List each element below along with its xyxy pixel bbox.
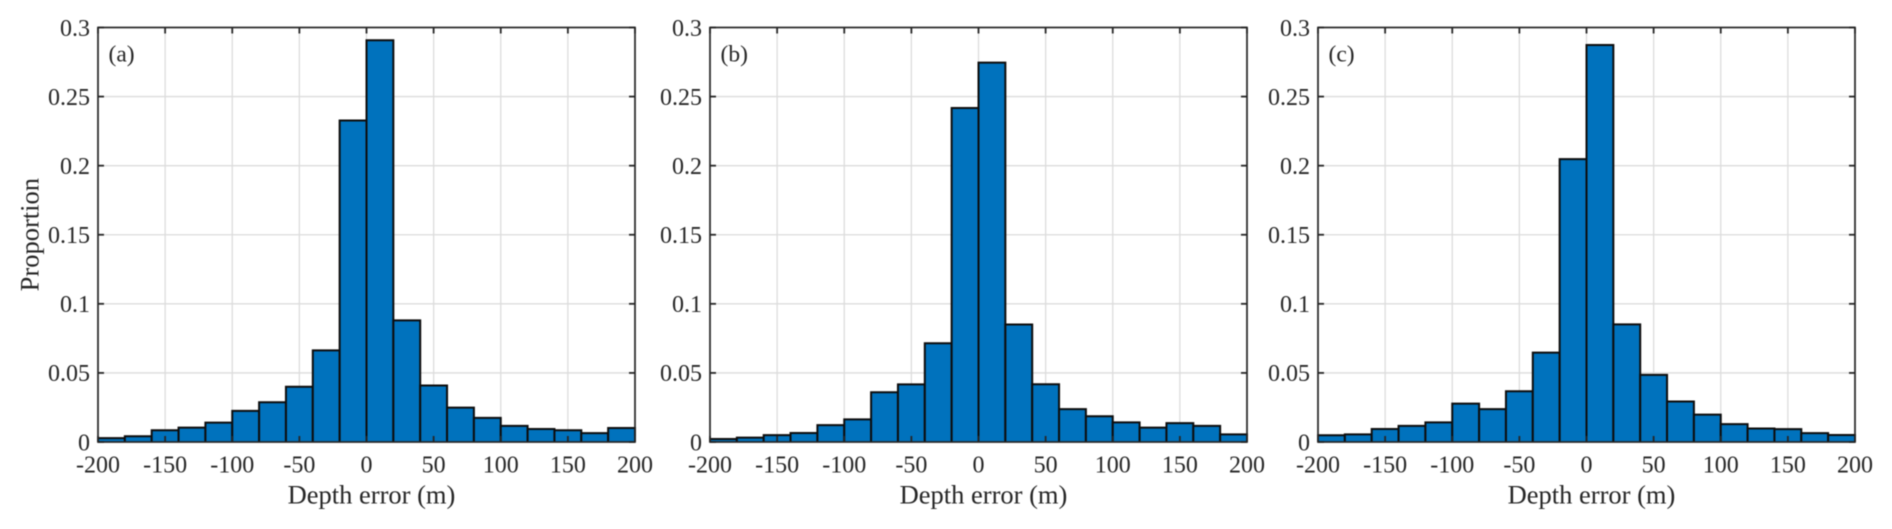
svg-text:0.2: 0.2	[1280, 154, 1310, 180]
svg-text:0.25: 0.25	[1268, 85, 1310, 111]
svg-text:-200: -200	[688, 453, 732, 479]
svg-text:200: 200	[1837, 453, 1873, 479]
svg-text:200: 200	[617, 453, 653, 479]
svg-text:150: 150	[550, 453, 586, 479]
svg-text:0: 0	[1581, 453, 1593, 479]
svg-text:-50: -50	[283, 453, 315, 479]
svg-text:100: 100	[1703, 453, 1739, 479]
svg-text:-200: -200	[76, 453, 120, 479]
svg-text:0.25: 0.25	[48, 85, 90, 111]
svg-text:0.15: 0.15	[48, 223, 90, 249]
svg-text:0: 0	[78, 430, 90, 456]
svg-text:0: 0	[1298, 430, 1310, 456]
svg-text:-100: -100	[1430, 453, 1474, 479]
svg-text:0.05: 0.05	[48, 361, 90, 387]
svg-text:0.2: 0.2	[672, 154, 702, 180]
svg-text:50: 50	[422, 453, 446, 479]
svg-text:0.1: 0.1	[672, 292, 702, 318]
svg-text:Depth error (m): Depth error (m)	[1508, 480, 1676, 510]
svg-text:200: 200	[1229, 453, 1265, 479]
svg-text:-100: -100	[210, 453, 254, 479]
svg-text:0.1: 0.1	[60, 292, 90, 318]
svg-text:0.2: 0.2	[60, 154, 90, 180]
svg-text:0.15: 0.15	[1268, 223, 1310, 249]
svg-text:0: 0	[973, 453, 985, 479]
svg-text:0: 0	[361, 453, 373, 479]
svg-text:-50: -50	[1503, 453, 1535, 479]
svg-text:0.05: 0.05	[1268, 361, 1310, 387]
svg-text:-200: -200	[1296, 453, 1340, 479]
svg-text:-150: -150	[143, 453, 187, 479]
svg-text:0.3: 0.3	[672, 16, 702, 42]
svg-text:150: 150	[1770, 453, 1806, 479]
svg-text:0.3: 0.3	[1280, 16, 1310, 42]
svg-text:(c): (c)	[1329, 42, 1355, 68]
svg-text:0.15: 0.15	[660, 223, 702, 249]
svg-text:-150: -150	[755, 453, 799, 479]
svg-text:100: 100	[483, 453, 519, 479]
svg-text:-50: -50	[895, 453, 927, 479]
svg-text:100: 100	[1095, 453, 1131, 479]
svg-text:(a): (a)	[109, 42, 135, 68]
svg-text:Proportion: Proportion	[14, 178, 44, 291]
svg-text:50: 50	[1642, 453, 1666, 479]
svg-text:0.3: 0.3	[60, 16, 90, 42]
svg-text:0.05: 0.05	[660, 361, 702, 387]
svg-text:0.25: 0.25	[660, 85, 702, 111]
svg-text:50: 50	[1034, 453, 1058, 479]
svg-text:-150: -150	[1363, 453, 1407, 479]
svg-text:0.1: 0.1	[1280, 292, 1310, 318]
svg-text:0: 0	[690, 430, 702, 456]
svg-text:(b): (b)	[721, 42, 748, 68]
svg-text:Depth error (m): Depth error (m)	[288, 480, 456, 510]
svg-text:-100: -100	[822, 453, 866, 479]
svg-text:150: 150	[1162, 453, 1198, 479]
svg-text:Depth error (m): Depth error (m)	[900, 480, 1068, 510]
